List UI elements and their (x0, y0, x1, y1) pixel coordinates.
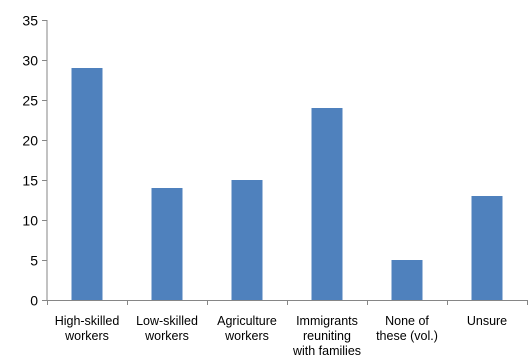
x-category-label-line: with families (292, 344, 361, 358)
x-category-label-line: reuniting (303, 329, 351, 343)
y-tick-label: 5 (30, 253, 38, 269)
x-category-label: None of these (vol.) (376, 314, 438, 343)
y-tick-label: 10 (22, 213, 38, 229)
y-tick-label: 0 (30, 293, 38, 309)
y-tick-label: 30 (22, 53, 38, 69)
x-category-label: Immigrants reuniting with families (292, 314, 361, 358)
x-category-label-line: Agriculture (217, 314, 277, 328)
bar (391, 260, 423, 300)
x-category-label: Agriculture workers (217, 314, 277, 343)
x-category-label: Low-skilled workers (136, 314, 198, 343)
bars (71, 68, 503, 300)
x-category-label-line: None of (385, 314, 429, 328)
x-category-label-line: workers (64, 329, 109, 343)
y-axis: 0 5 10 15 20 25 30 35 (22, 13, 48, 309)
x-category-label-line: Unsure (467, 314, 507, 328)
y-tick-label: 25 (22, 93, 38, 109)
x-category-label-line: workers (224, 329, 269, 343)
bar (311, 108, 343, 300)
y-tick-label: 35 (22, 13, 38, 29)
x-category-label: High-skilled workers (55, 314, 120, 343)
x-category-label-line: workers (144, 329, 189, 343)
x-category-label-line: these (vol.) (376, 329, 438, 343)
x-axis (47, 300, 528, 305)
x-category-label-line: Immigrants (296, 314, 358, 328)
x-category-label: Unsure (467, 314, 507, 328)
bar (231, 180, 263, 300)
bar (151, 188, 183, 300)
bar (471, 196, 503, 300)
x-category-label-line: High-skilled (55, 314, 120, 328)
y-tick-label: 20 (22, 133, 38, 149)
x-category-label-line: Low-skilled (136, 314, 198, 328)
y-tick-label: 15 (22, 173, 38, 189)
bar (71, 68, 103, 300)
